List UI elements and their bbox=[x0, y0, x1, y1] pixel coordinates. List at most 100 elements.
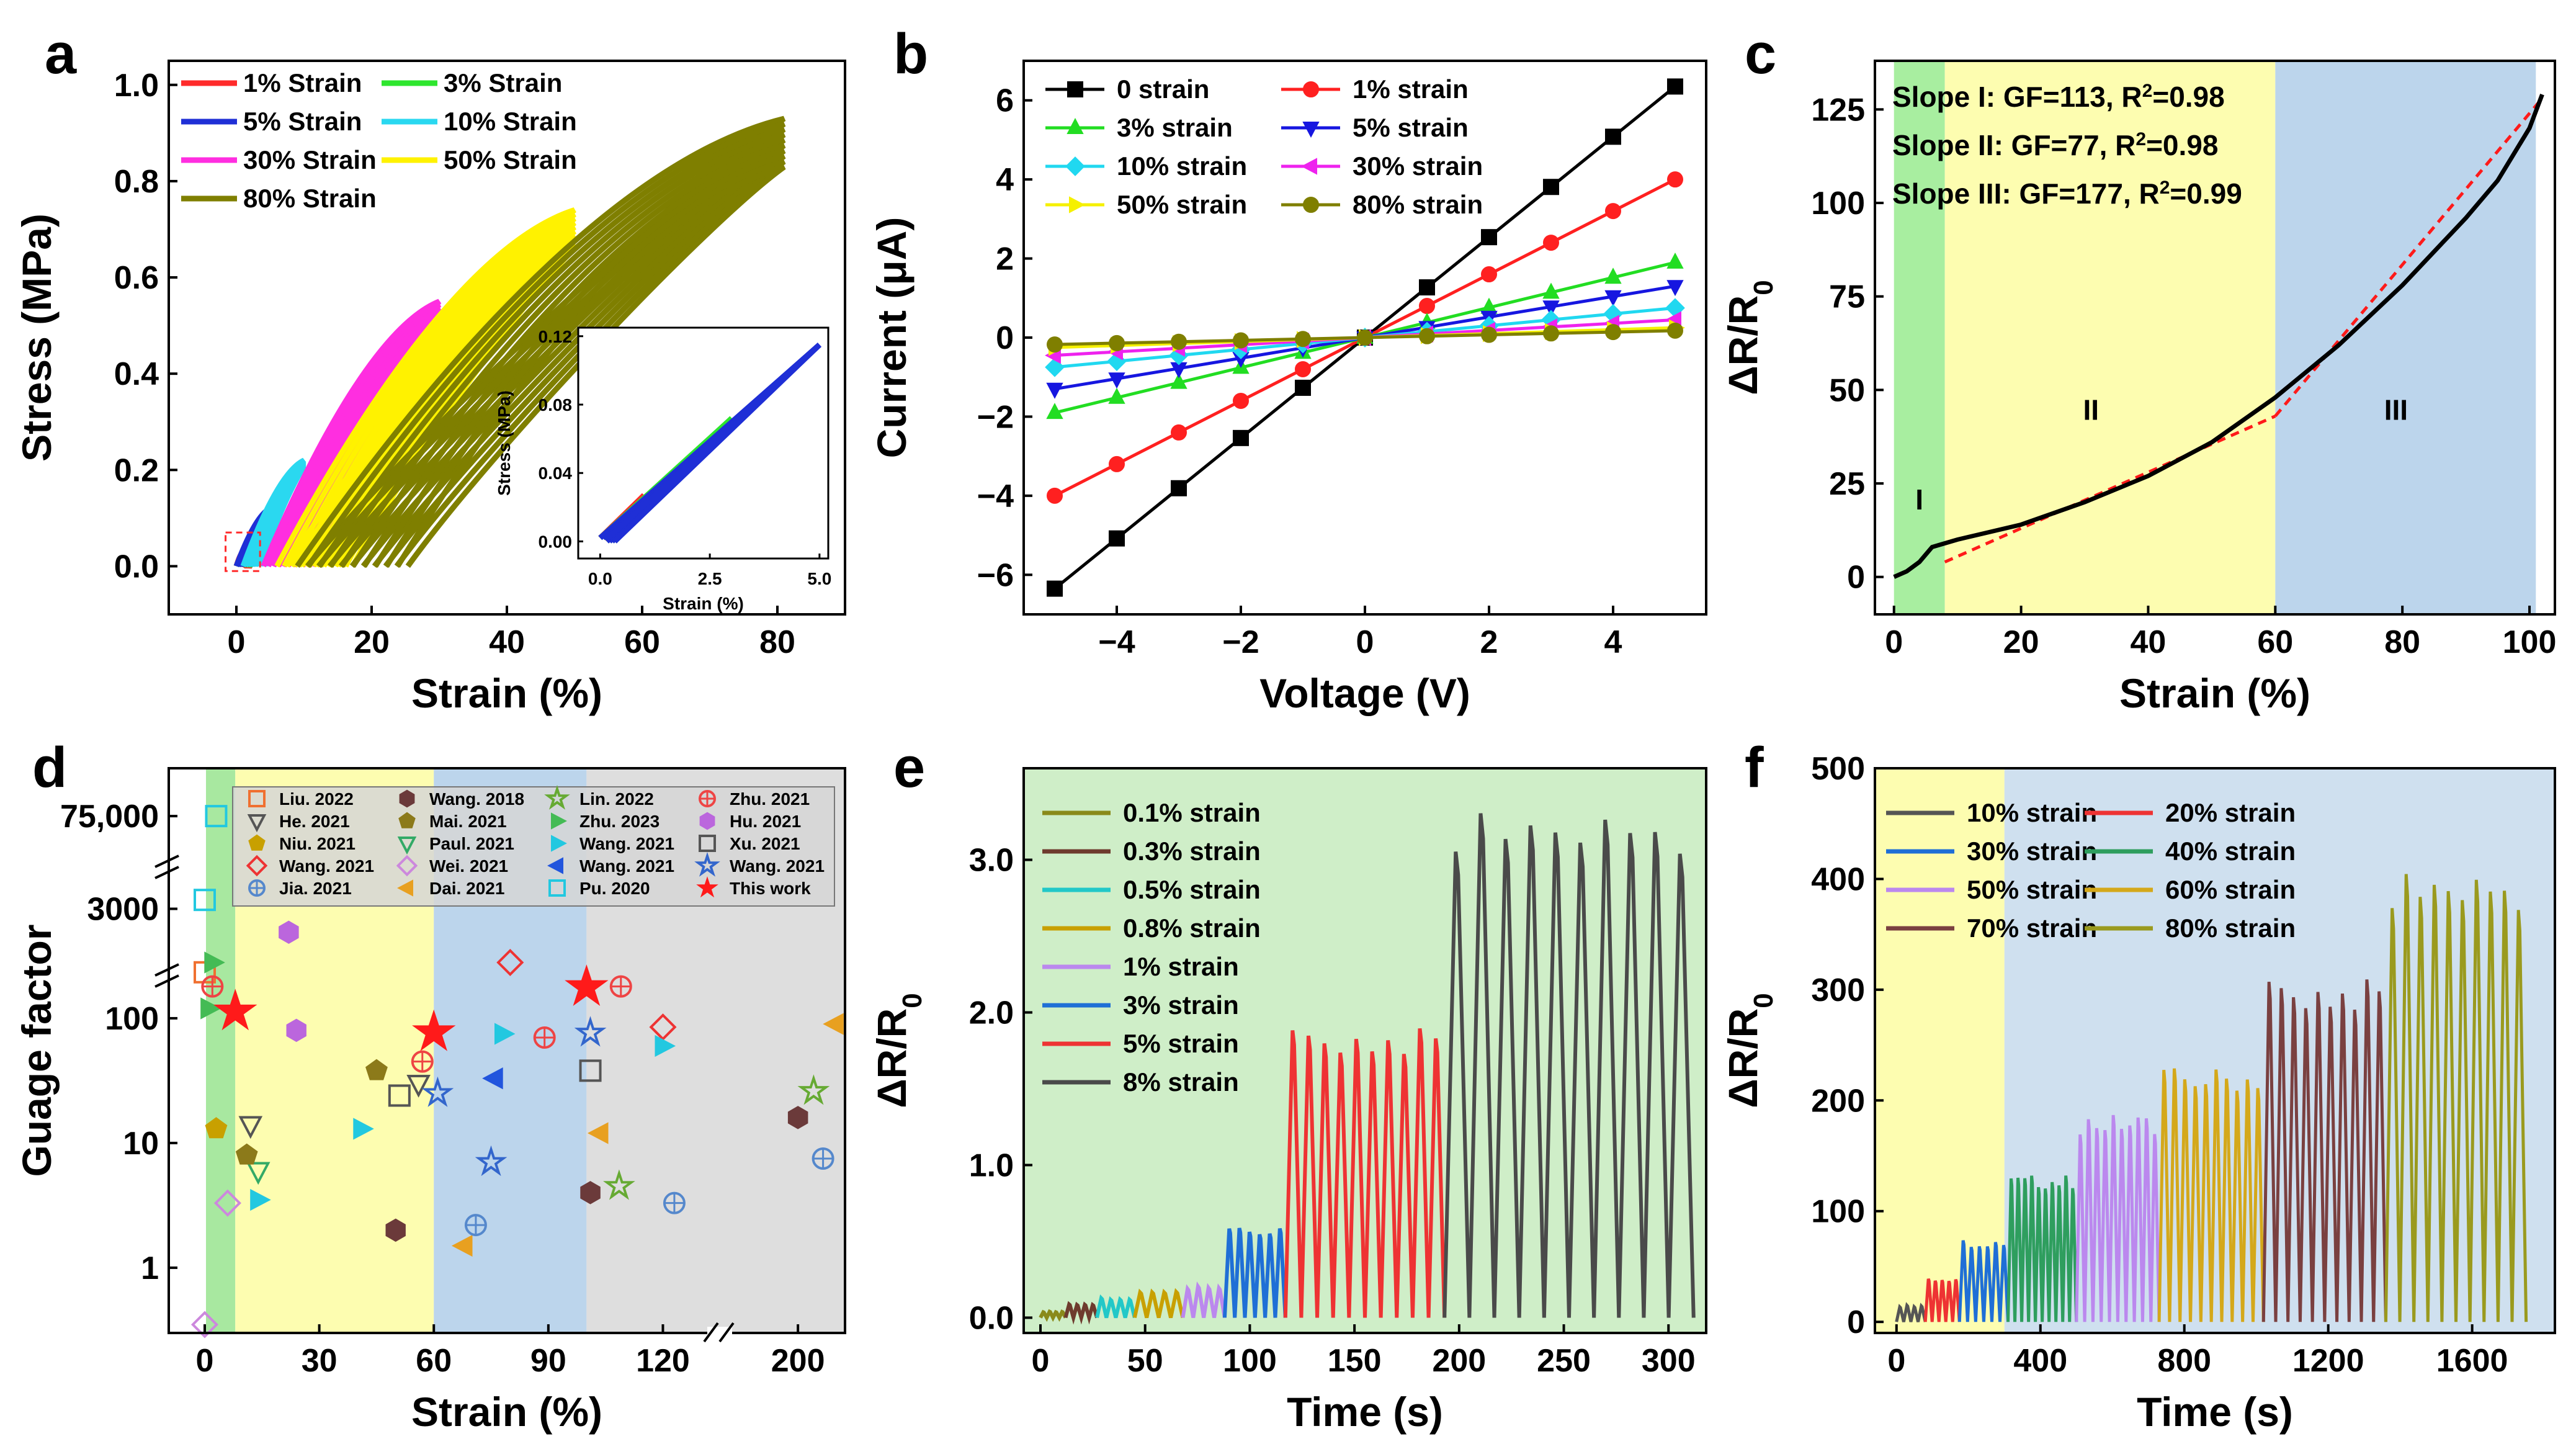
b-point bbox=[1171, 480, 1187, 496]
a-zoom-box bbox=[225, 531, 261, 572]
d-legend-marker bbox=[547, 857, 563, 874]
c-annotation-1: Slope I: GF=113, R2=0.98 bbox=[1892, 81, 2225, 114]
c-xtick-20-label: 20 bbox=[2003, 624, 2039, 660]
a-inset-ytick-label: 0.08 bbox=[539, 395, 573, 415]
d-legend-label: Wang. 2018 bbox=[429, 789, 524, 809]
a-inset-xtick-label: 2.5 bbox=[698, 569, 722, 588]
b-legend-marker bbox=[1065, 156, 1085, 176]
b-point bbox=[1605, 324, 1621, 341]
panel-e-series-0-8-strain bbox=[1132, 1288, 1185, 1319]
c-xtick-0-label: 0 bbox=[1885, 624, 1903, 660]
panel-f-series-60-strain bbox=[2157, 1068, 2265, 1322]
d-point-Paul-2021 bbox=[246, 1162, 271, 1185]
panel-e-series-8-strain bbox=[1442, 813, 1696, 1318]
b-xtick-0-label: −4 bbox=[1098, 624, 1135, 660]
d-point-Xu-2021 bbox=[579, 1059, 602, 1082]
a-inset-ylabel: Stress (MPa) bbox=[494, 390, 514, 496]
d-frame bbox=[168, 767, 846, 1334]
d-legend-label: Pu. 2020 bbox=[579, 879, 650, 898]
d-point-Wang-2021 bbox=[496, 948, 524, 977]
d-legend-label: Xu. 2021 bbox=[730, 834, 800, 853]
d-legend-label: This work bbox=[730, 879, 811, 898]
d-point-Wei-2021 bbox=[190, 1311, 219, 1339]
d-point-Pu-2020 bbox=[194, 889, 216, 912]
d-legend-marker bbox=[694, 851, 720, 877]
panel-f-series-40-strain bbox=[2006, 1175, 2078, 1322]
d-point-Wang-2021 bbox=[649, 1013, 677, 1041]
panel-e-xtick-250-label: 250 bbox=[1537, 1343, 1591, 1379]
b-point bbox=[1109, 334, 1125, 351]
d-xbreak bbox=[703, 1322, 735, 1343]
panel-e-legend-label: 5% strain bbox=[1123, 1029, 1239, 1058]
b-ytick-2-label: −2 bbox=[977, 399, 1014, 435]
c-region-label-III: III bbox=[2384, 394, 2408, 426]
d-point-Jia-2021 bbox=[663, 1191, 686, 1214]
a-inset-ytick-label: 0.04 bbox=[539, 464, 573, 483]
c-ytick-50-label: 50 bbox=[1829, 372, 1865, 408]
c-annotation-2: Slope II: GF=77, R2=0.98 bbox=[1892, 129, 2218, 162]
b-point bbox=[1233, 392, 1249, 409]
a-xtick-60-label: 60 bbox=[624, 624, 660, 660]
d-ybreak-0 bbox=[154, 963, 179, 988]
panel-a: 0 20 40 60 80 0.0 0.2 0.4 0.6 0.8 1.0 Strain (%) Str… bbox=[14, 60, 846, 716]
panel-label-b: b bbox=[893, 22, 928, 86]
d-point-Hu-2021 bbox=[279, 920, 299, 944]
panel-e-series-1-strain bbox=[1181, 1281, 1227, 1318]
b-legend-label: 3% strain bbox=[1117, 113, 1233, 142]
d-point-Jia-2021 bbox=[464, 1214, 487, 1237]
b-point bbox=[1170, 372, 1187, 389]
b-ytick-1-label: −4 bbox=[977, 478, 1014, 514]
b-legend-marker bbox=[1302, 122, 1320, 138]
d-point-This-work bbox=[565, 964, 609, 1006]
d-legend-marker-cross bbox=[700, 791, 715, 806]
d-point-Lin-2022 bbox=[603, 1169, 635, 1200]
b-xtick-4-label: 4 bbox=[1604, 624, 1622, 660]
a-legend-label: 80% Strain bbox=[243, 184, 377, 213]
d-ytick-0-label: 1 bbox=[141, 1250, 159, 1286]
d-legend-marker bbox=[699, 790, 716, 807]
b-legend-marker bbox=[1067, 81, 1083, 97]
b-legend-label: 1% strain bbox=[1353, 74, 1469, 104]
panel-f-xtick-1200-label: 1200 bbox=[2292, 1343, 2364, 1379]
b-point bbox=[1046, 382, 1063, 399]
d-legend-marker bbox=[398, 812, 416, 828]
b-point bbox=[1542, 300, 1560, 317]
b-point bbox=[1046, 403, 1063, 419]
b-point bbox=[1604, 267, 1622, 284]
panel-e-series-5-strain bbox=[1283, 1028, 1447, 1318]
d-point-Wang-2021 bbox=[655, 1034, 676, 1057]
a-ytick-0.4-label: 0.4 bbox=[114, 356, 159, 392]
d-point-Jia-2021-cross bbox=[813, 1149, 833, 1169]
d-legend-label: Paul. 2021 bbox=[429, 834, 514, 853]
panel-e-frame bbox=[1022, 767, 1707, 1334]
d-legend-marker bbox=[548, 879, 566, 897]
panel-e-xtick-0-label: 0 bbox=[1032, 1343, 1050, 1379]
panel-f-legend-label: 70% strain bbox=[1967, 913, 2097, 943]
d-legend-label: Dai. 2021 bbox=[429, 879, 504, 898]
c-xtick-80-label: 80 bbox=[2384, 624, 2420, 660]
panel-e-ytick-2.0-label: 2.0 bbox=[969, 995, 1014, 1031]
c-region-III bbox=[2275, 61, 2536, 614]
panel-e-legend-label: 0.5% strain bbox=[1123, 875, 1261, 904]
b-point bbox=[1047, 487, 1063, 504]
d-legend-marker bbox=[696, 876, 718, 898]
a-ytick-0.2-label: 0.2 bbox=[114, 452, 159, 488]
b-legend-label: 50% strain bbox=[1117, 190, 1247, 219]
b-point bbox=[1542, 282, 1560, 299]
d-point-This-work bbox=[213, 989, 257, 1031]
panel-f-xtick-400-label: 400 bbox=[2013, 1343, 2067, 1379]
a-ytick-0.0-label: 0.0 bbox=[114, 549, 159, 585]
d-legend-marker bbox=[699, 835, 716, 852]
d-point-Wang-2021 bbox=[475, 1145, 508, 1177]
d-legend-marker-cross bbox=[249, 881, 264, 895]
a-loop bbox=[252, 464, 306, 567]
d-legend-marker bbox=[248, 879, 266, 897]
d-point-Zhu-2021-cross bbox=[534, 1028, 555, 1048]
b-point bbox=[1233, 332, 1249, 349]
panel-f-ytick-200-label: 200 bbox=[1811, 1083, 1865, 1119]
a-inset-series bbox=[598, 343, 821, 544]
b-point bbox=[1419, 328, 1435, 344]
d-legend-marker bbox=[544, 784, 570, 810]
a-xtick-0-label: 0 bbox=[228, 624, 246, 660]
